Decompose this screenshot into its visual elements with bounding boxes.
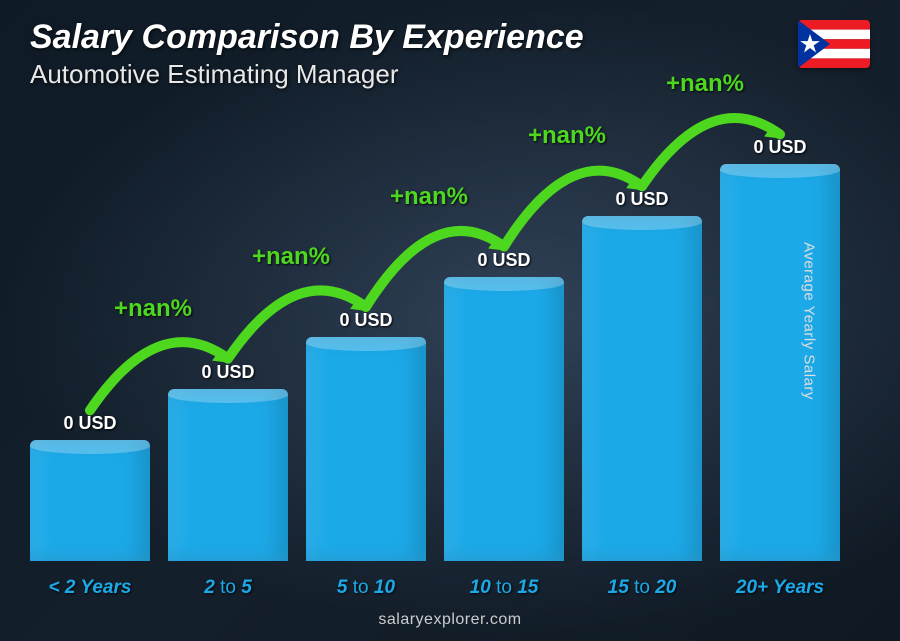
x-axis-label: 5 to 10	[306, 577, 426, 599]
y-axis-label: Average Yearly Salary	[801, 242, 818, 400]
chart-area: 0 USD0 USD0 USD0 USD0 USD0 USD+nan%+nan%…	[30, 130, 840, 561]
chart-subtitle: Automotive Estimating Manager	[30, 59, 584, 90]
x-axis-label: 2 to 5	[168, 577, 288, 599]
x-axis-label: 15 to 20	[582, 577, 702, 599]
x-axis-labels: < 2 Years 2 to 5 5 to 10 10 to 15 15 to 20 20…	[30, 577, 840, 599]
x-axis-label: 10 to 15	[444, 577, 564, 599]
header: Salary Comparison By Experience Automoti…	[30, 18, 584, 90]
growth-pct-label: +nan%	[666, 70, 744, 98]
flag-icon	[798, 20, 870, 68]
growth-arrow-icon	[30, 130, 840, 561]
x-axis-label: 20+ Years	[720, 577, 840, 599]
x-axis-label: < 2 Years	[30, 577, 150, 599]
chart-title: Salary Comparison By Experience	[30, 18, 584, 57]
footer-attribution: salaryexplorer.com	[0, 611, 900, 629]
